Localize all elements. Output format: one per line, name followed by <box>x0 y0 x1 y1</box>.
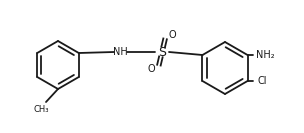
Text: CH₃: CH₃ <box>33 105 49 113</box>
Text: O: O <box>147 64 155 74</box>
Text: NH: NH <box>112 47 127 57</box>
Text: S: S <box>158 45 166 59</box>
Text: NH₂: NH₂ <box>256 50 275 60</box>
Text: Cl: Cl <box>258 76 267 86</box>
Text: O: O <box>168 30 176 40</box>
